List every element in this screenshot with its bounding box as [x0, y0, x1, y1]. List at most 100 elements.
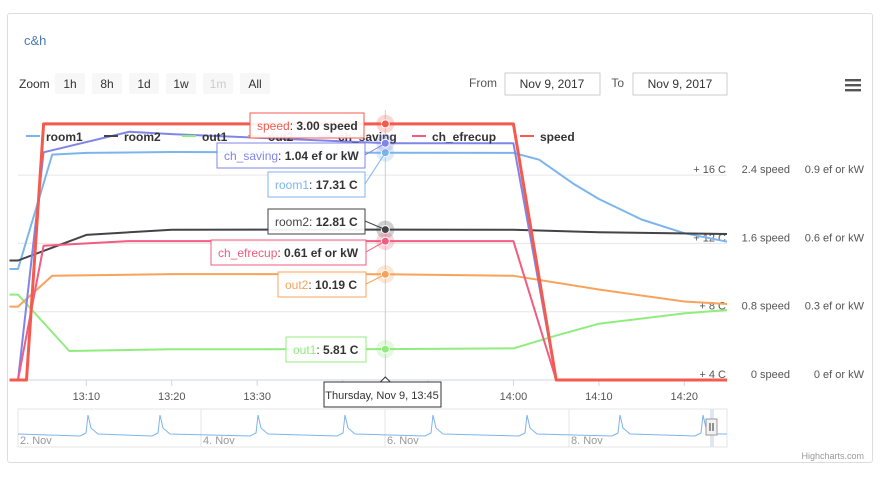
from-date-value: Nov 9, 2017: [520, 77, 585, 91]
date-tooltip-box: [323, 381, 442, 408]
tooltip-separator: :: [309, 215, 316, 229]
series-line-out1: [9, 293, 728, 352]
legend-item-speed[interactable]: speed: [520, 130, 575, 144]
tooltip-ch_efrecup: ch_efrecup: 0.61 ef or kW: [210, 239, 386, 266]
credits-link[interactable]: Highcharts.com: [801, 451, 864, 461]
zoom-button-label: 8h: [100, 77, 113, 91]
zoom-button-1d[interactable]: 1d: [129, 73, 159, 94]
tooltip-out2: out2: 10.19 C: [277, 271, 386, 298]
tooltip-text: room1: 17.31 C: [275, 178, 358, 192]
tooltip-pointer: [364, 220, 386, 231]
zoom-button-1w[interactable]: 1w: [166, 73, 196, 94]
tooltips: room1: 17.31 C room2: 12.81 C out1: 5.81 C…: [210, 112, 386, 363]
tooltip-value: 12.81 C: [316, 215, 358, 229]
navigator-label: 2. Nov: [20, 435, 52, 447]
x-tick-label: 14:00: [500, 391, 528, 403]
tooltip-box: [210, 239, 367, 266]
zoom-button-label: 1w: [173, 77, 189, 91]
navigator-handle[interactable]: [705, 418, 718, 436]
tooltip-box: [267, 208, 366, 235]
x-tick-label: 13:30: [243, 391, 271, 403]
tooltip-series-name: speed: [257, 119, 290, 133]
tooltip-series-name: ch_efrecup: [218, 246, 278, 260]
y-tick-label-1: 0 speed: [751, 369, 790, 381]
to-date-value: Nov 9, 2017: [648, 77, 713, 91]
legend-item-room1[interactable]: room1: [26, 130, 83, 144]
y-tick-label-0: + 4 C: [699, 369, 726, 381]
x-tick-label: 14:20: [671, 391, 699, 403]
hamburger-menu-icon[interactable]: [838, 72, 868, 98]
x-tick-label: 13:10: [73, 391, 101, 403]
tooltip-pointer: [363, 123, 386, 126]
series-line-room1: [9, 151, 728, 270]
tooltip-value: 0.61 ef or kW: [284, 246, 359, 260]
tooltip-separator: :: [290, 119, 297, 133]
navigator-frame: [17, 408, 728, 448]
navigator-label: 4. Nov: [203, 435, 235, 447]
legend-item-out1[interactable]: out1: [182, 130, 228, 144]
legend-label: room1: [46, 130, 83, 144]
tooltip-box: [267, 171, 366, 198]
tooltip-value: 5.81 C: [323, 343, 359, 357]
zoom-button-8h[interactable]: 8h: [92, 73, 122, 94]
series-lines: [9, 122, 728, 382]
series-line-room2: [9, 228, 728, 262]
tooltip-text: ch_saving: 1.04 ef or kW: [224, 149, 359, 163]
tooltip-text: room2: 12.81 C: [275, 215, 358, 229]
x-tick-label: 14:10: [585, 391, 613, 403]
y-tick-label-2: 0 ef or kW: [814, 369, 865, 381]
from-date-input[interactable]: [504, 72, 601, 96]
tooltip-series-name: ch_saving: [224, 149, 278, 163]
tooltip-box: [277, 271, 367, 298]
zoom-button-All[interactable]: All: [240, 73, 270, 94]
navigator-handle-body: [705, 418, 718, 436]
zoom-button-label: 1h: [63, 77, 76, 91]
series-line-out2: [9, 273, 728, 308]
y-tick-label-1: 2.4 speed: [742, 164, 790, 176]
tooltip-room1: room1: 17.31 C: [267, 152, 386, 198]
legend-item-ch_efrecup[interactable]: ch_efrecup: [412, 130, 496, 144]
tooltip-value: 10.19 C: [315, 278, 357, 292]
series-line-ch_saving: [9, 130, 727, 381]
y-tick-label-2: 0.3 ef or kW: [805, 301, 865, 313]
series-line-ch_efrecup: [9, 240, 727, 381]
y-tick-label-0: + 16 C: [693, 164, 726, 176]
tooltip-separator: :: [309, 178, 316, 192]
tooltip-value: 3.00 speed: [296, 119, 357, 133]
tooltip-separator: :: [316, 343, 323, 357]
crosshair-date-tooltip: Thursday, Nov 9, 13:45: [323, 376, 442, 408]
zoom-label: Zoom: [19, 77, 50, 91]
tooltip-series-name: room1: [275, 178, 309, 192]
legend-label: room2: [124, 130, 161, 144]
legend-label: speed: [540, 130, 575, 144]
legend-item-room2[interactable]: room2: [104, 130, 161, 144]
tooltip-series-name: room2: [275, 215, 309, 229]
tooltip-value: 1.04 ef or kW: [285, 149, 360, 163]
tooltip-room2: room2: 12.81 C: [267, 208, 386, 235]
tooltip-text: out1: 5.81 C: [293, 343, 359, 357]
date-tooltip-text: Thursday, Nov 9, 13:45: [325, 390, 439, 402]
zoom-buttons: 1h 8h 1d 1w 1m All: [55, 73, 270, 94]
tooltip-box: [285, 336, 367, 363]
x-tick-label: 13:20: [158, 391, 186, 403]
navigator-series: [17, 414, 727, 437]
navigator[interactable]: 2. Nov 4. Nov 6. Nov 8. Nov: [17, 408, 728, 448]
tooltip-separator: :: [308, 278, 315, 292]
zoom-button-label: 1d: [137, 77, 150, 91]
tooltip-series-name: out2: [285, 278, 309, 292]
zoom-button-bg: [240, 73, 270, 94]
tooltip-pointer: [365, 273, 386, 285]
y-tick-label-1: 1.6 speed: [742, 232, 790, 244]
tooltip-series-name: out1: [293, 343, 317, 357]
zoom-button-1h[interactable]: 1h: [55, 73, 85, 94]
tooltip-text: ch_efrecup: 0.61 ef or kW: [218, 246, 359, 260]
to-label: To: [611, 76, 624, 90]
tooltip-speed: speed: 3.00 speed: [249, 112, 386, 139]
tooltip-text: speed: 3.00 speed: [257, 119, 358, 133]
tooltip-separator: :: [277, 246, 284, 260]
to-date-input[interactable]: [632, 72, 728, 96]
from-label: From: [469, 76, 497, 90]
tooltip-separator: :: [278, 149, 285, 163]
